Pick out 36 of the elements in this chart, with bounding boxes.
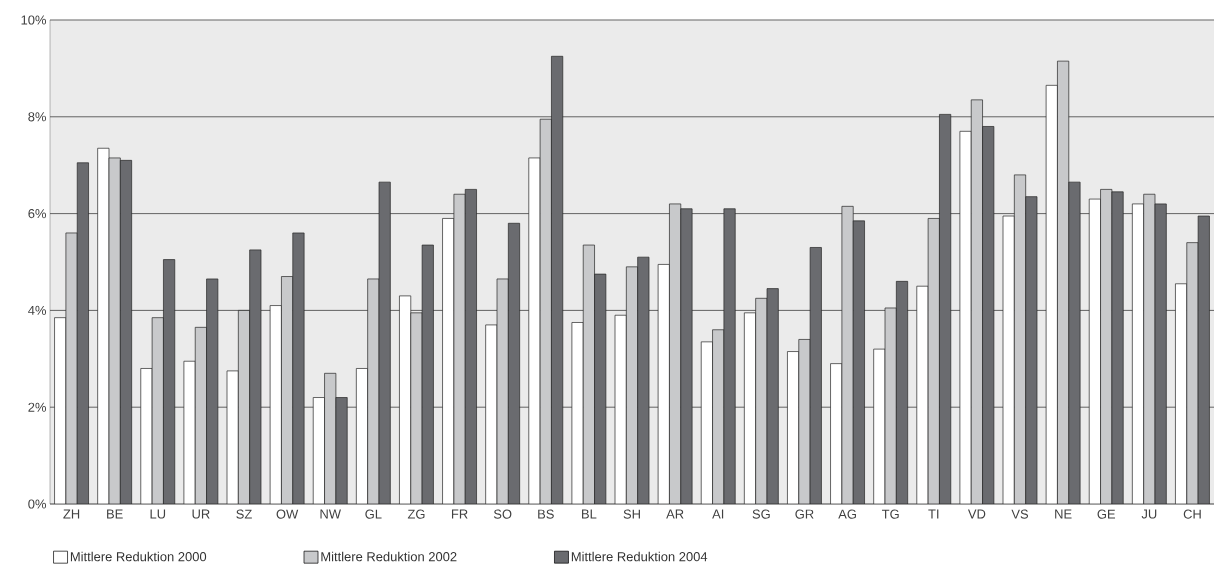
- x-tick-label: JU: [1141, 509, 1157, 519]
- y-tick-label: 2%: [28, 402, 47, 412]
- x-tick-label: SG: [752, 509, 770, 519]
- x-tick-label: VD: [967, 509, 986, 519]
- y-tick-label: 4%: [28, 305, 47, 315]
- x-tick-label: SZ: [236, 509, 252, 519]
- x-tick-label: BE: [107, 509, 123, 519]
- x-tick-label: AR: [666, 509, 684, 519]
- x-tick-label: ZG: [407, 509, 425, 519]
- y-tick-label: 8%: [28, 112, 47, 122]
- x-tick-label: FR: [451, 509, 468, 519]
- x-tick-label: TG: [881, 509, 899, 519]
- y-tick-label: 0%: [28, 499, 47, 509]
- x-tick-label: VS: [1011, 509, 1029, 519]
- legend-label: Mittlere Reduktion 2004: [571, 551, 708, 562]
- legend-label: Mittlere Reduktion 2000: [70, 551, 207, 562]
- x-tick-label: LU: [150, 509, 166, 519]
- x-tick-label: NW: [320, 509, 341, 519]
- x-tick-label: CH: [1183, 509, 1201, 519]
- x-tick-label: SO: [493, 509, 512, 519]
- x-tick-label: TI: [928, 509, 939, 519]
- x-tick-label: NE: [1055, 509, 1072, 519]
- x-tick-label: AI: [712, 509, 724, 519]
- x-tick-label: ZH: [63, 509, 80, 519]
- x-tick-label: AG: [838, 509, 856, 519]
- x-tick-label: BL: [582, 509, 597, 519]
- x-tick-label: GL: [365, 509, 382, 519]
- x-tick-label: OW: [276, 509, 299, 519]
- x-tick-label: GR: [795, 509, 814, 519]
- x-tick-label: GE: [1097, 509, 1116, 519]
- y-tick-label: 10%: [21, 15, 47, 25]
- y-tick-label: 6%: [28, 209, 47, 219]
- legend-label: Mittlere Reduktion 2002: [321, 551, 457, 562]
- x-tick-label: UR: [192, 509, 210, 519]
- x-tick-label: SH: [623, 509, 640, 519]
- x-tick-label: BS: [538, 509, 554, 519]
